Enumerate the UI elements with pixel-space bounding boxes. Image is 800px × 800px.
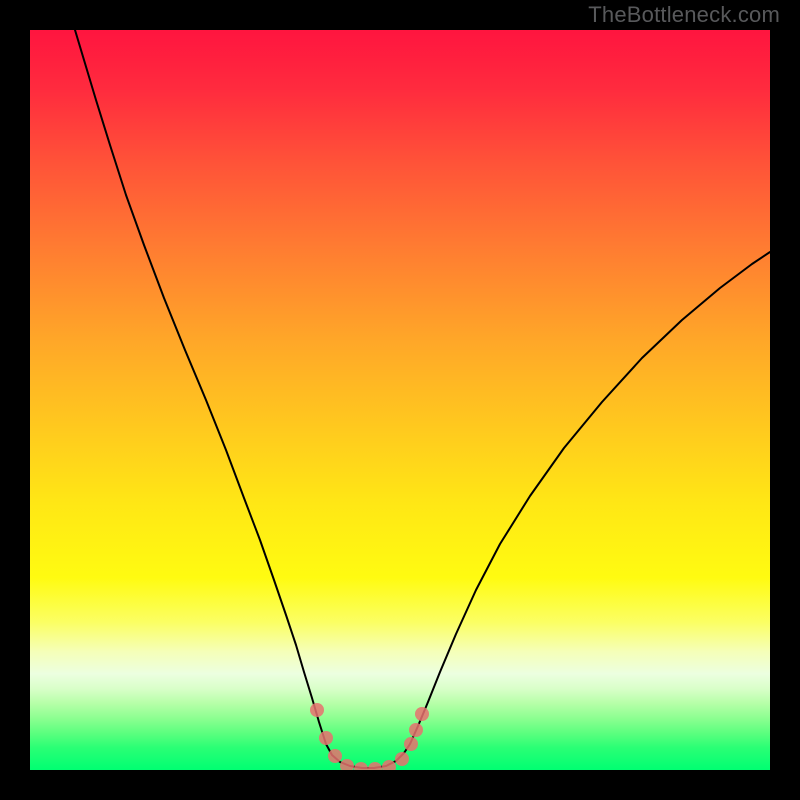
curve-marker xyxy=(395,752,409,766)
curve-marker xyxy=(310,703,324,717)
curve-marker xyxy=(340,759,354,770)
curve-marker xyxy=(328,749,342,763)
curve-markers xyxy=(310,703,429,770)
curve-marker xyxy=(415,707,429,721)
bottleneck-curve xyxy=(30,30,770,770)
curve-marker xyxy=(368,762,382,770)
curve-line xyxy=(75,30,770,768)
curve-marker xyxy=(409,723,423,737)
curve-marker xyxy=(319,731,333,745)
curve-marker xyxy=(404,737,418,751)
watermark-text: TheBottleneck.com xyxy=(588,2,780,28)
curve-marker xyxy=(354,762,368,770)
plot-area xyxy=(30,30,770,770)
